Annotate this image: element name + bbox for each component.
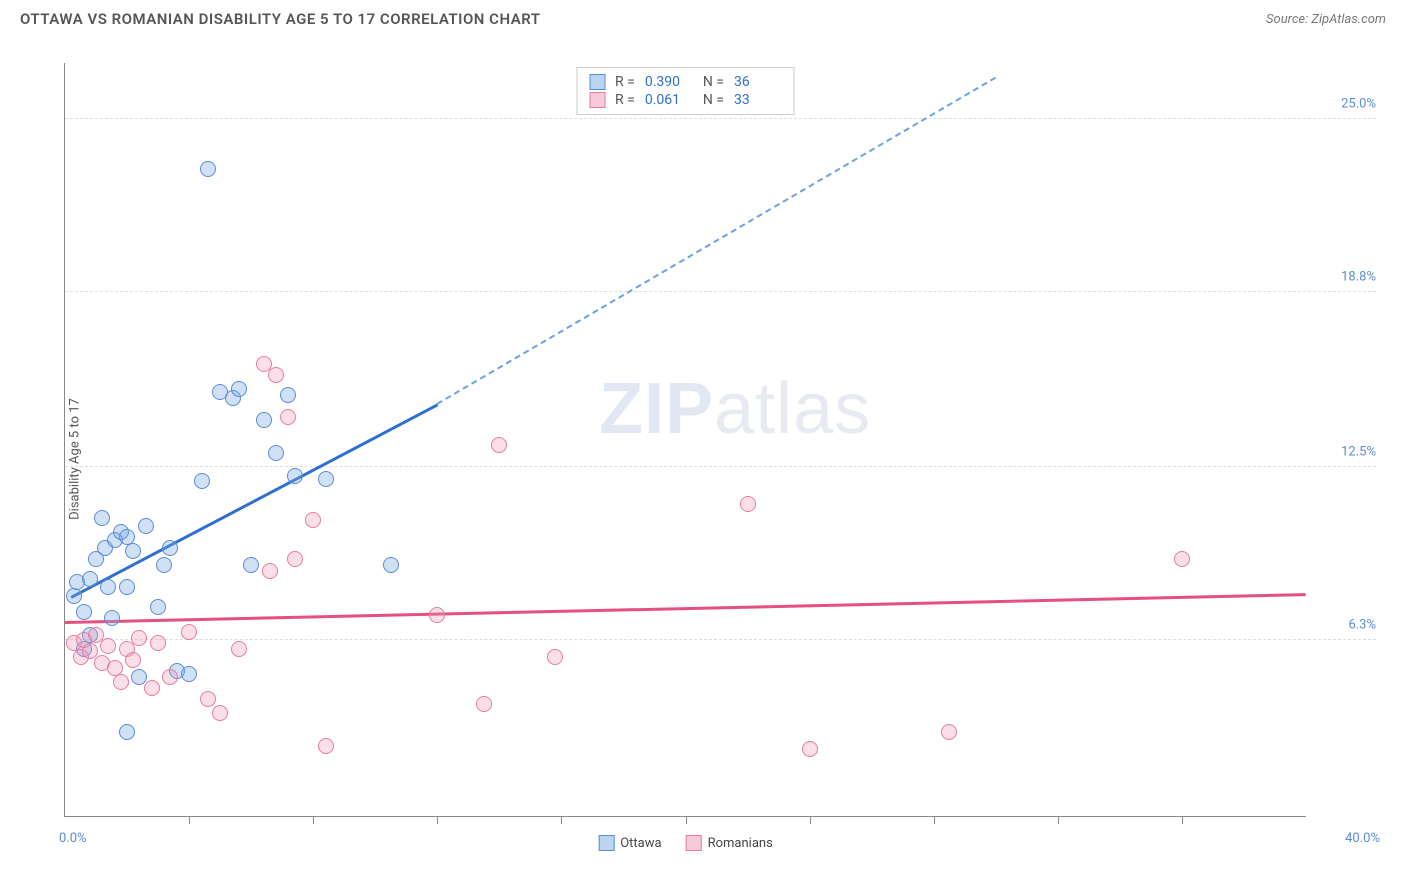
point-ottawa: [150, 599, 166, 615]
watermark: ZIPatlas: [599, 368, 871, 450]
x-tick: [1058, 816, 1059, 824]
legend-swatch-romanians: [686, 835, 702, 851]
chart-title: OTTAWA VS ROMANIAN DISABILITY AGE 5 TO 1…: [20, 10, 541, 28]
trendline-ottawa-extrap: [437, 77, 996, 405]
point-ottawa: [287, 468, 303, 484]
swatch-ottawa: [589, 74, 605, 90]
y-tick-label: 6.3%: [1348, 618, 1376, 633]
point-romanians: [429, 607, 445, 623]
point-romanians: [212, 705, 228, 721]
legend-swatch-ottawa: [598, 835, 614, 851]
x-tick: [934, 816, 935, 824]
point-romanians: [1174, 551, 1190, 567]
gridline: [65, 639, 1376, 640]
point-ottawa: [104, 610, 120, 626]
trendline-romanians: [65, 593, 1306, 623]
point-ottawa: [119, 579, 135, 595]
plot-area: ZIPatlas R = 0.390 N = 36 R = 0.061 N = …: [64, 63, 1306, 817]
r-romanians: 0.061: [645, 92, 693, 108]
point-romanians: [200, 691, 216, 707]
point-romanians: [181, 624, 197, 640]
x-tick: [686, 816, 687, 824]
x-axis-min: 0.0%: [59, 831, 87, 846]
point-ottawa: [318, 471, 334, 487]
point-ottawa: [200, 161, 216, 177]
point-romanians: [162, 669, 178, 685]
legend-item-ottawa: Ottawa: [598, 835, 661, 851]
point-ottawa: [100, 579, 116, 595]
n-ottawa: 36: [734, 74, 782, 90]
point-ottawa: [181, 666, 197, 682]
stats-row-ottawa: R = 0.390 N = 36: [589, 73, 782, 91]
point-ottawa: [280, 387, 296, 403]
y-tick-label: 12.5%: [1341, 445, 1376, 460]
y-tick-label: 25.0%: [1341, 96, 1376, 111]
point-ottawa: [138, 518, 154, 534]
point-romanians: [318, 738, 334, 754]
x-tick: [561, 816, 562, 824]
x-tick: [313, 816, 314, 824]
x-tick: [810, 816, 811, 824]
gridline: [65, 466, 1376, 467]
point-romanians: [144, 680, 160, 696]
legend-item-romanians: Romanians: [686, 835, 773, 851]
stats-row-romanians: R = 0.061 N = 33: [589, 91, 782, 109]
point-ottawa: [66, 588, 82, 604]
gridline: [65, 118, 1376, 119]
n-romanians: 33: [734, 92, 782, 108]
point-ottawa: [94, 510, 110, 526]
point-romanians: [941, 724, 957, 740]
point-romanians: [280, 409, 296, 425]
point-romanians: [740, 496, 756, 512]
r-ottawa: 0.390: [645, 74, 693, 90]
point-romanians: [100, 638, 116, 654]
point-ottawa: [243, 557, 259, 573]
point-ottawa: [383, 557, 399, 573]
x-axis-max: 40.0%: [1345, 831, 1380, 846]
x-tick: [437, 816, 438, 824]
point-ottawa: [194, 473, 210, 489]
point-romanians: [125, 652, 141, 668]
x-tick: [1182, 816, 1183, 824]
point-ottawa: [268, 445, 284, 461]
point-ottawa: [76, 604, 92, 620]
point-ottawa: [82, 571, 98, 587]
point-romanians: [262, 563, 278, 579]
point-romanians: [491, 437, 507, 453]
point-romanians: [287, 551, 303, 567]
point-romanians: [476, 696, 492, 712]
gridline: [65, 291, 1376, 292]
series-legend: Ottawa Romanians: [598, 835, 773, 851]
point-romanians: [113, 674, 129, 690]
point-ottawa: [231, 381, 247, 397]
point-romanians: [268, 367, 284, 383]
point-romanians: [547, 649, 563, 665]
source-label: Source: ZipAtlas.com: [1266, 12, 1386, 27]
point-ottawa: [256, 412, 272, 428]
stats-legend: R = 0.390 N = 36 R = 0.061 N = 33: [576, 67, 795, 115]
chart-container: Disability Age 5 to 17 ZIPatlas R = 0.39…: [20, 45, 1386, 872]
point-romanians: [131, 630, 147, 646]
x-tick: [189, 816, 190, 824]
point-romanians: [231, 641, 247, 657]
point-romanians: [305, 512, 321, 528]
y-tick-label: 18.8%: [1341, 269, 1376, 284]
point-ottawa: [125, 543, 141, 559]
point-ottawa: [162, 540, 178, 556]
point-ottawa: [119, 724, 135, 740]
point-romanians: [802, 741, 818, 757]
point-romanians: [150, 635, 166, 651]
point-ottawa: [156, 557, 172, 573]
swatch-romanians: [589, 92, 605, 108]
